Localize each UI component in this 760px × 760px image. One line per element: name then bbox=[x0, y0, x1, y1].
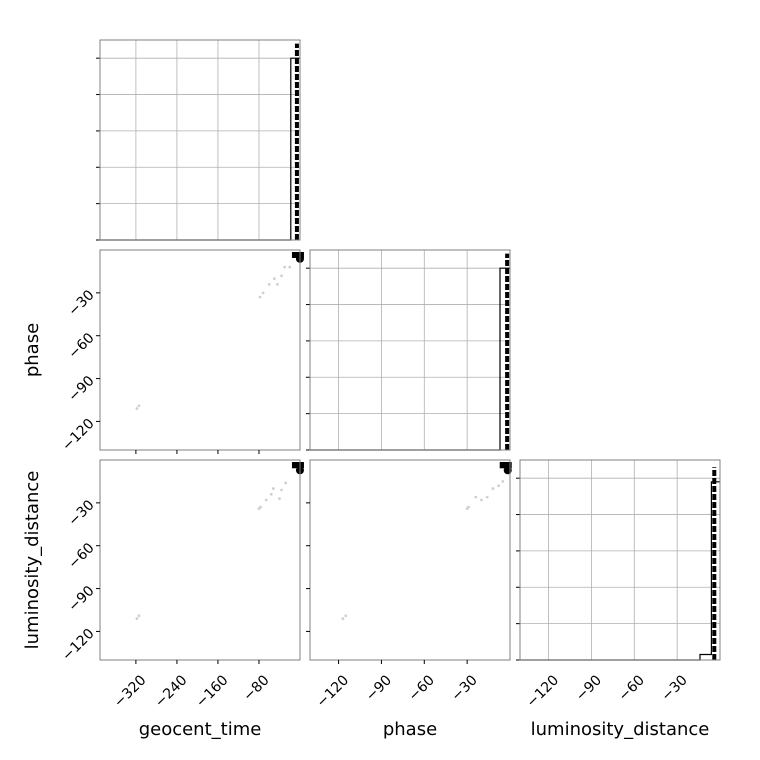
hist-panel-geocent_time bbox=[96, 39, 301, 241]
x-axis-label-geocent_time: geocent_time bbox=[139, 719, 262, 740]
y-tick-label: −120 bbox=[59, 626, 98, 665]
x-tick-label: −30 bbox=[659, 672, 691, 704]
x-axis-label-luminosity_distance: luminosity_distance bbox=[531, 719, 710, 740]
hist-panel-luminosity_distance bbox=[516, 459, 721, 661]
scatter-point bbox=[288, 265, 292, 269]
scatter-point bbox=[269, 492, 273, 496]
x-tick-label: −320 bbox=[111, 672, 150, 711]
scatter-panel-geocent_time-luminosity_distance bbox=[96, 459, 304, 664]
y-axis-label-luminosity_distance: luminosity_distance bbox=[22, 471, 43, 650]
hist-frame bbox=[309, 249, 511, 451]
x-tick-label: −240 bbox=[152, 672, 191, 711]
hist-step-geocent_time bbox=[100, 57, 300, 241]
x-tick-label: −120 bbox=[524, 672, 563, 711]
x-axis-label-phase: phase bbox=[383, 719, 437, 740]
x-tick-label: −160 bbox=[193, 672, 232, 711]
scatter-point bbox=[501, 480, 505, 483]
y-tick-label: −30 bbox=[65, 287, 97, 319]
scatter-point bbox=[135, 407, 139, 410]
scatter-point bbox=[280, 274, 283, 278]
y-axis-label-phase: phase bbox=[22, 323, 43, 377]
scatter-point bbox=[480, 498, 483, 502]
scatter-point bbox=[135, 617, 139, 620]
scatter-point bbox=[341, 617, 345, 620]
x-tick-label: −90 bbox=[573, 672, 605, 704]
dense-region bbox=[499, 462, 512, 469]
scatter-point bbox=[284, 481, 288, 485]
scatter-point bbox=[137, 404, 141, 408]
hist-frame bbox=[99, 39, 301, 241]
x-tick-label: −80 bbox=[240, 672, 272, 704]
scatter-point bbox=[283, 265, 287, 269]
scatter-point bbox=[272, 277, 276, 280]
scatter-point bbox=[271, 487, 275, 490]
y-tick-label: −30 bbox=[65, 497, 97, 529]
y-tick-label: −60 bbox=[65, 540, 97, 572]
x-tick-label: −90 bbox=[363, 672, 395, 704]
scatter-frame bbox=[99, 459, 301, 661]
scatter-panel-geocent_time-phase bbox=[96, 249, 304, 454]
dense-region bbox=[291, 462, 304, 469]
scatter-frame bbox=[99, 249, 301, 451]
scatter-point bbox=[491, 487, 495, 490]
hist-step-phase bbox=[310, 267, 510, 451]
scatter-point bbox=[485, 495, 489, 499]
scatter-point bbox=[264, 498, 268, 502]
scatter-point bbox=[344, 614, 348, 618]
scatter-panel-phase-luminosity_distance bbox=[306, 459, 512, 664]
scatter-point bbox=[259, 505, 262, 509]
scatter-point bbox=[261, 291, 265, 295]
dense-region bbox=[291, 252, 304, 258]
scatter-point bbox=[467, 505, 470, 509]
scatter-point bbox=[474, 495, 478, 499]
x-tick-label: −120 bbox=[314, 672, 353, 711]
y-tick-label: −120 bbox=[59, 416, 98, 455]
hist-frame bbox=[519, 459, 721, 661]
y-tick-label: −60 bbox=[65, 330, 97, 362]
x-tick-label: −60 bbox=[616, 672, 648, 704]
dense-region-edge bbox=[503, 466, 512, 475]
scatter-point bbox=[258, 295, 262, 299]
y-tick-label: −90 bbox=[65, 583, 97, 615]
scatter-point bbox=[137, 614, 141, 618]
hist-step-luminosity_distance bbox=[520, 481, 720, 661]
hist-panel-phase bbox=[306, 249, 511, 451]
scatter-point bbox=[280, 488, 283, 492]
scatter-frame bbox=[309, 459, 511, 661]
x-tick-label: −30 bbox=[449, 672, 481, 704]
scatter-point bbox=[276, 282, 279, 286]
scatter-point bbox=[267, 282, 271, 286]
y-tick-label: −90 bbox=[65, 373, 97, 405]
x-tick-label: −60 bbox=[406, 672, 438, 704]
scatter-point bbox=[497, 484, 500, 488]
scatter-point bbox=[278, 497, 281, 500]
